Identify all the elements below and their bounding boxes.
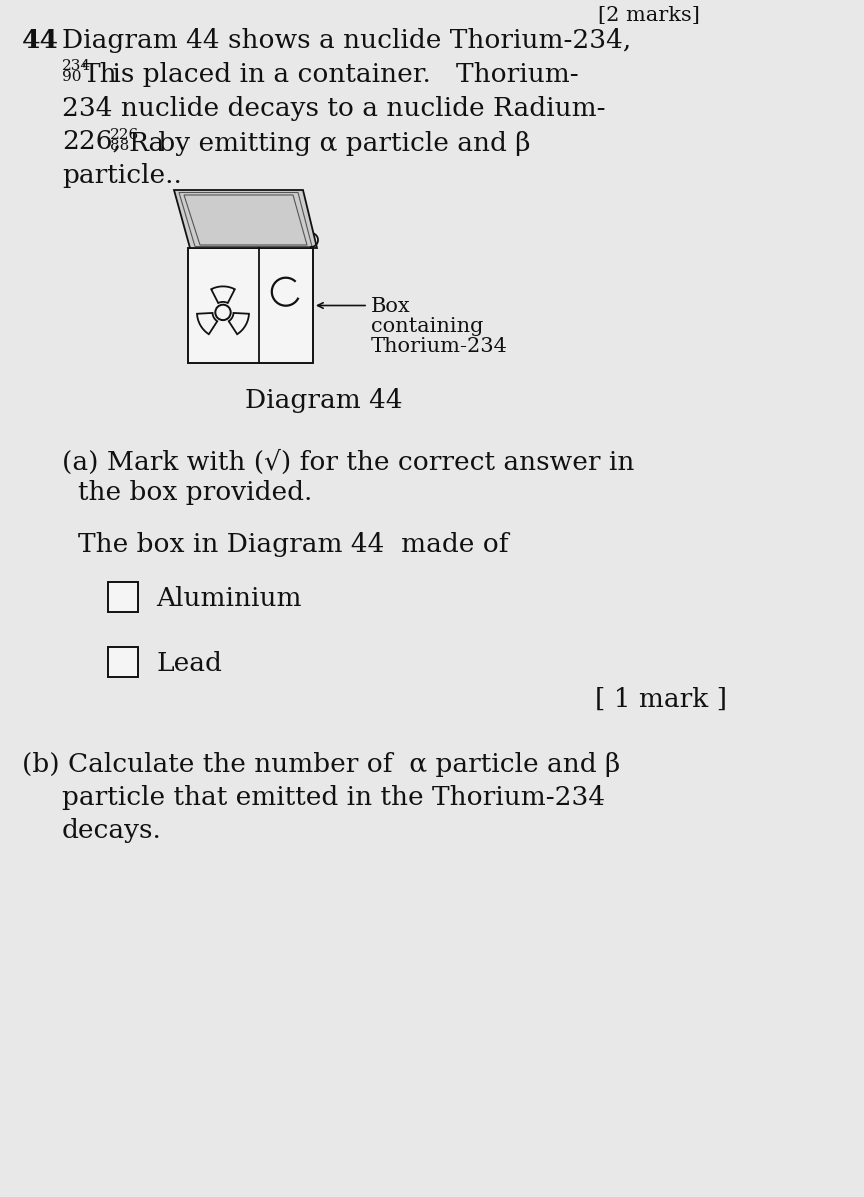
Polygon shape [174, 190, 317, 248]
Text: 44: 44 [22, 28, 59, 53]
Bar [108, 648, 138, 678]
Text: Box: Box [371, 298, 410, 316]
Circle shape [217, 306, 229, 318]
Text: particle that emitted in the Thorium-234: particle that emitted in the Thorium-234 [62, 785, 605, 810]
Text: Diagram 44: Diagram 44 [245, 388, 403, 413]
Text: containing: containing [371, 317, 483, 336]
Text: Lead: Lead [156, 651, 222, 676]
Bar [108, 582, 138, 612]
Text: 90: 90 [62, 69, 81, 84]
Text: 226: 226 [110, 128, 139, 142]
Text: 226,: 226, [62, 129, 121, 154]
Text: Diagram 44 shows a nuclide Thorium-234,: Diagram 44 shows a nuclide Thorium-234, [62, 28, 632, 53]
Text: particle..: particle.. [62, 163, 182, 188]
Text: Th: Th [83, 62, 118, 87]
Text: (a) Mark with (√) for the correct answer in: (a) Mark with (√) for the correct answer… [62, 450, 634, 475]
Text: decays.: decays. [62, 818, 162, 843]
Text: (b) Calculate the number of  α particle and β: (b) Calculate the number of α particle a… [22, 752, 620, 777]
Text: [2 marks]: [2 marks] [598, 6, 700, 25]
Text: [ 1 mark ]: [ 1 mark ] [595, 687, 727, 712]
Bar [188, 248, 313, 363]
Text: The box in Diagram 44  made of: The box in Diagram 44 made of [78, 531, 509, 557]
Text: 234 nuclide decays to a nuclide Radium-: 234 nuclide decays to a nuclide Radium- [62, 96, 606, 121]
Text: Ra: Ra [129, 130, 165, 156]
Text: the box provided.: the box provided. [78, 480, 313, 505]
Text: Aluminium: Aluminium [156, 587, 302, 610]
Text: is placed in a container.   Thorium-: is placed in a container. Thorium- [104, 62, 579, 87]
Text: 234: 234 [62, 59, 91, 73]
Text: by emitting α particle and β: by emitting α particle and β [150, 130, 530, 156]
Circle shape [215, 304, 231, 321]
Text: Thorium-234: Thorium-234 [371, 338, 508, 357]
Text: 88: 88 [110, 139, 130, 153]
